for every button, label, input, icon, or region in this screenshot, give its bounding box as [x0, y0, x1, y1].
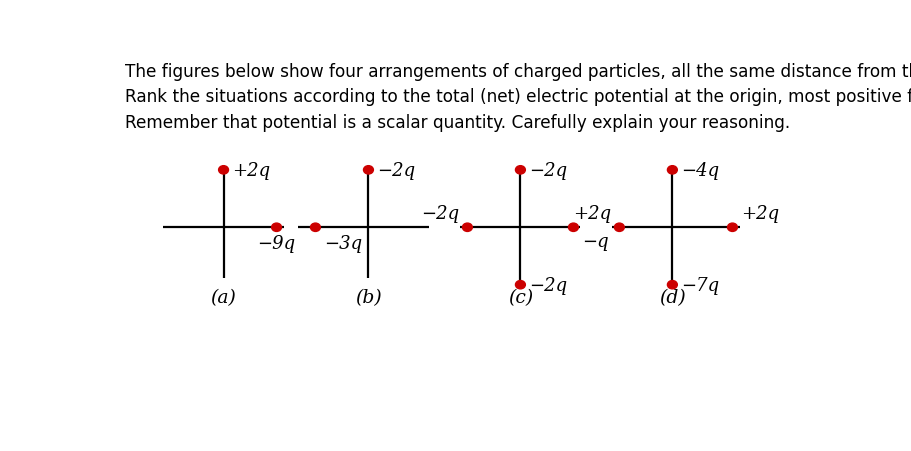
Ellipse shape [271, 224, 281, 232]
Text: −4q: −4q [681, 161, 718, 179]
Ellipse shape [219, 166, 229, 175]
Ellipse shape [614, 224, 624, 232]
Text: (d): (d) [659, 289, 685, 307]
Text: The figures below show four arrangements of charged particles, all the same dist: The figures below show four arrangements… [125, 63, 911, 81]
Text: −2q: −2q [420, 205, 458, 223]
Text: −7q: −7q [681, 276, 718, 294]
Ellipse shape [462, 224, 472, 232]
Text: Rank the situations according to the total (net) electric potential at the origi: Rank the situations according to the tot… [125, 88, 911, 106]
Text: −2q: −2q [528, 161, 567, 179]
Ellipse shape [363, 166, 373, 175]
Text: −q: −q [581, 233, 608, 251]
Ellipse shape [667, 166, 677, 175]
Text: −9q: −9q [257, 235, 295, 253]
Text: +2q: +2q [740, 205, 778, 223]
Text: −2q: −2q [376, 161, 415, 179]
Text: −3q: −3q [323, 235, 362, 253]
Ellipse shape [568, 224, 578, 232]
Text: (c): (c) [507, 289, 532, 307]
Text: +2q: +2q [572, 205, 610, 223]
Text: (a): (a) [210, 289, 236, 307]
Text: Remember that potential is a scalar quantity. Carefully explain your reasoning.: Remember that potential is a scalar quan… [125, 114, 789, 131]
Ellipse shape [515, 281, 525, 289]
Ellipse shape [310, 224, 320, 232]
Text: +2q: +2q [231, 161, 270, 179]
Ellipse shape [727, 224, 737, 232]
Text: −2q: −2q [528, 276, 567, 294]
Ellipse shape [667, 281, 677, 289]
Text: (b): (b) [354, 289, 382, 307]
Ellipse shape [515, 166, 525, 175]
